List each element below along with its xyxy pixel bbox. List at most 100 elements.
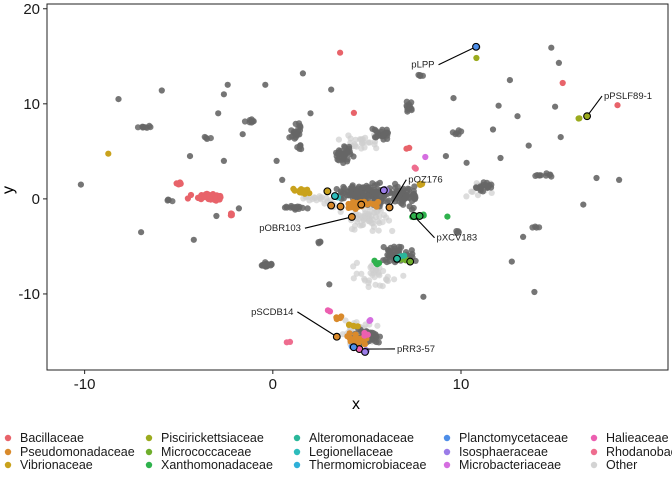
highlighted-point xyxy=(385,203,394,212)
family-point xyxy=(187,191,195,199)
annotation-layer: pLPP pPSLF89-1 pOZ176 pOBR103 pXCV183 pSCDB14… xyxy=(251,46,652,355)
cluster-point xyxy=(497,154,504,162)
legend-key xyxy=(443,448,451,456)
other-point xyxy=(358,136,365,143)
legend-key xyxy=(4,448,12,456)
x-tick-label: -10 xyxy=(74,376,96,393)
other-point xyxy=(366,139,373,146)
other-point xyxy=(385,217,393,224)
legend-key xyxy=(293,434,301,442)
family-point xyxy=(298,189,305,196)
cluster-point xyxy=(291,128,299,135)
family-point xyxy=(473,54,480,62)
other-point xyxy=(367,270,374,277)
cluster-point xyxy=(442,153,449,160)
cluster-point xyxy=(235,205,242,212)
cluster-point xyxy=(455,228,462,235)
highlighted-point xyxy=(323,187,332,196)
other-point xyxy=(300,195,307,202)
cluster-point xyxy=(299,70,306,77)
cluster-point xyxy=(297,124,304,131)
legend-key xyxy=(293,461,301,469)
other-point xyxy=(321,200,328,207)
other-point xyxy=(383,276,390,284)
family-point xyxy=(366,317,373,324)
legend-label: Other xyxy=(606,458,637,472)
legend-label: Legionellaceae xyxy=(309,445,393,459)
family-point xyxy=(333,314,340,321)
cluster-point xyxy=(531,288,538,296)
other-point xyxy=(353,259,360,266)
family-point xyxy=(346,330,353,337)
other-point xyxy=(371,141,378,148)
cluster-point xyxy=(341,144,349,151)
cluster-point xyxy=(342,151,349,158)
legend-entry: Rhodanobac xyxy=(590,445,672,459)
family-point xyxy=(403,145,410,152)
cluster-point xyxy=(364,184,372,191)
cluster-point xyxy=(532,172,539,179)
other-point xyxy=(353,270,360,277)
cluster-point xyxy=(262,262,269,269)
cluster-point xyxy=(484,184,491,191)
cluster-point xyxy=(411,183,418,190)
cluster-point xyxy=(369,180,376,187)
family-point xyxy=(206,194,213,201)
highlighted-point xyxy=(472,42,481,51)
legend-label: Halieaceae xyxy=(606,431,669,445)
legend-entry: Isosphaeraceae xyxy=(443,445,548,459)
axes-layer: -10 0 10 -10 0 10 20 xyxy=(18,1,469,393)
family-point xyxy=(227,212,234,219)
annotation-label: pXCV183 xyxy=(437,233,478,244)
cluster-point xyxy=(307,110,314,117)
other-point xyxy=(368,220,375,227)
cluster-point xyxy=(395,192,402,199)
cluster-point xyxy=(349,191,356,198)
cluster-point xyxy=(542,172,550,179)
family-point xyxy=(372,201,379,208)
family-point xyxy=(411,164,418,171)
family-point xyxy=(576,115,583,122)
family-point xyxy=(177,180,184,187)
other-point xyxy=(365,210,372,218)
other-point xyxy=(347,135,354,142)
cluster-point xyxy=(340,183,347,191)
other-point xyxy=(350,275,357,282)
cluster-point xyxy=(593,174,600,182)
other-point xyxy=(400,272,407,279)
cluster-point xyxy=(477,183,484,190)
legend-entry: Micrococcaceae xyxy=(145,445,251,459)
legend-label: Xanthomonadaceae xyxy=(161,458,273,472)
cluster-point xyxy=(402,195,409,202)
dark-cluster-layer xyxy=(77,43,623,347)
legend-label: Planctomycetaceae xyxy=(459,431,568,445)
legend-label: Thermomicrobiaceae xyxy=(309,458,426,472)
annotation-label: pLPP xyxy=(411,60,434,71)
family-point xyxy=(347,204,354,211)
legend-entry: Thermomicrobiaceae xyxy=(293,458,426,472)
legend-label: Isosphaeraceae xyxy=(459,445,548,459)
annotation-label: pPSLF89-1 xyxy=(604,91,652,102)
legend-key xyxy=(145,461,153,469)
other-point xyxy=(374,218,382,225)
annotation-label: pSCDB14 xyxy=(251,307,293,318)
highlighted-point xyxy=(415,212,424,220)
cluster-point xyxy=(249,118,256,125)
cluster-point xyxy=(580,201,587,208)
cluster-point xyxy=(387,244,394,251)
other-point xyxy=(365,279,372,286)
cluster-point xyxy=(508,258,515,265)
cluster-point xyxy=(359,184,366,191)
other-point xyxy=(358,145,365,152)
family-point xyxy=(371,257,378,264)
cluster-point xyxy=(406,203,413,210)
family-point xyxy=(201,194,208,201)
cluster-point xyxy=(213,212,220,220)
annotation-label: pOZ176 xyxy=(408,175,442,186)
cluster-point xyxy=(138,229,145,236)
other-point xyxy=(342,317,349,324)
cluster-point xyxy=(552,103,559,110)
other-point xyxy=(369,227,376,234)
family-point xyxy=(346,321,353,328)
